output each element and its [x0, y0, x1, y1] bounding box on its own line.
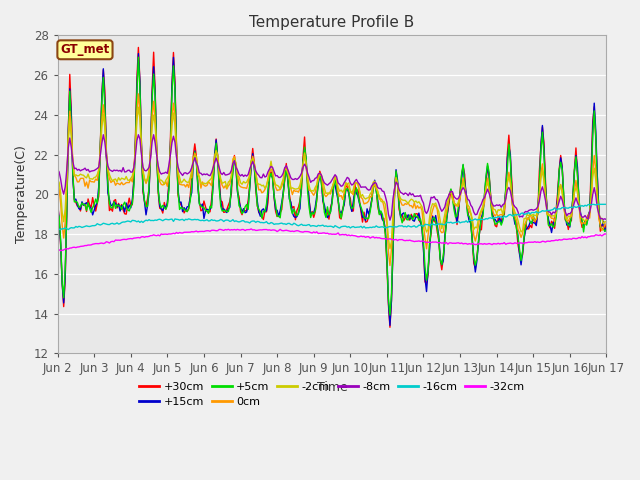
Title: Temperature Profile B: Temperature Profile B — [250, 15, 415, 30]
+15cm — [54, 201, 61, 207]
+15cm — [157, 206, 165, 212]
0cm — [157, 181, 165, 187]
-32cm — [368, 234, 376, 240]
-32cm — [398, 237, 406, 242]
+15cm — [69, 176, 77, 181]
Line: +15cm: +15cm — [58, 54, 607, 325]
-2cm — [69, 159, 77, 165]
+5cm — [388, 291, 396, 297]
-2cm — [539, 168, 547, 173]
-32cm — [54, 248, 61, 254]
-8cm — [400, 192, 408, 197]
-8cm — [539, 184, 547, 190]
-32cm — [603, 231, 611, 237]
+30cm — [54, 198, 61, 204]
+5cm — [69, 170, 77, 176]
+30cm — [134, 45, 142, 50]
-8cm — [54, 167, 61, 173]
+15cm — [388, 298, 396, 303]
+30cm — [400, 218, 408, 224]
Line: +30cm: +30cm — [58, 48, 607, 327]
+30cm — [539, 124, 547, 130]
+5cm — [400, 216, 408, 221]
+5cm — [386, 312, 394, 318]
+15cm — [368, 197, 376, 203]
+15cm — [539, 122, 547, 128]
-8cm — [157, 171, 165, 177]
-16cm — [397, 223, 404, 229]
Line: -32cm: -32cm — [58, 229, 607, 251]
Line: -16cm: -16cm — [58, 204, 607, 231]
0cm — [388, 246, 396, 252]
+30cm — [386, 324, 394, 330]
+5cm — [539, 129, 547, 135]
-32cm — [386, 236, 394, 241]
0cm — [603, 221, 611, 227]
+5cm — [603, 227, 611, 232]
-2cm — [603, 219, 611, 225]
-16cm — [536, 209, 543, 215]
-2cm — [388, 239, 396, 244]
0cm — [539, 161, 547, 167]
-16cm — [156, 216, 164, 222]
-16cm — [385, 224, 392, 230]
+15cm — [400, 210, 408, 216]
-16cm — [54, 228, 61, 234]
-16cm — [603, 202, 611, 207]
-32cm — [156, 233, 164, 239]
0cm — [386, 263, 394, 268]
+30cm — [368, 198, 376, 204]
+30cm — [603, 220, 611, 226]
-8cm — [386, 217, 394, 223]
Legend: +30cm, +15cm, +5cm, 0cm, -2cm, -8cm, -16cm, -32cm: +30cm, +15cm, +5cm, 0cm, -2cm, -8cm, -16… — [135, 377, 529, 411]
-32cm — [537, 239, 545, 245]
-8cm — [603, 217, 611, 223]
-16cm — [589, 202, 596, 207]
-2cm — [157, 177, 165, 183]
+30cm — [69, 172, 77, 178]
Line: 0cm: 0cm — [58, 94, 607, 265]
-2cm — [386, 246, 394, 252]
Y-axis label: Temperature(C): Temperature(C) — [15, 145, 28, 243]
+15cm — [134, 51, 142, 57]
-32cm — [69, 244, 77, 250]
Line: +5cm: +5cm — [58, 57, 607, 315]
-32cm — [248, 226, 255, 232]
-2cm — [400, 197, 408, 203]
Line: -8cm: -8cm — [58, 135, 607, 220]
X-axis label: Time: Time — [317, 381, 348, 394]
0cm — [134, 91, 142, 97]
+30cm — [157, 206, 165, 212]
-16cm — [69, 225, 77, 231]
Line: -2cm: -2cm — [58, 107, 607, 249]
Text: GT_met: GT_met — [60, 43, 109, 56]
-2cm — [134, 104, 142, 110]
0cm — [54, 181, 61, 187]
+30cm — [388, 298, 396, 303]
-2cm — [54, 177, 61, 183]
-8cm — [69, 158, 77, 164]
-2cm — [368, 189, 376, 195]
+5cm — [368, 199, 376, 204]
+5cm — [134, 54, 142, 60]
0cm — [69, 159, 77, 165]
0cm — [400, 203, 408, 208]
+15cm — [603, 224, 611, 230]
0cm — [368, 194, 376, 200]
+15cm — [386, 323, 394, 328]
+5cm — [157, 205, 165, 211]
-8cm — [99, 132, 107, 138]
-8cm — [388, 212, 396, 218]
-16cm — [366, 225, 374, 230]
-8cm — [368, 183, 376, 189]
+5cm — [54, 210, 61, 216]
